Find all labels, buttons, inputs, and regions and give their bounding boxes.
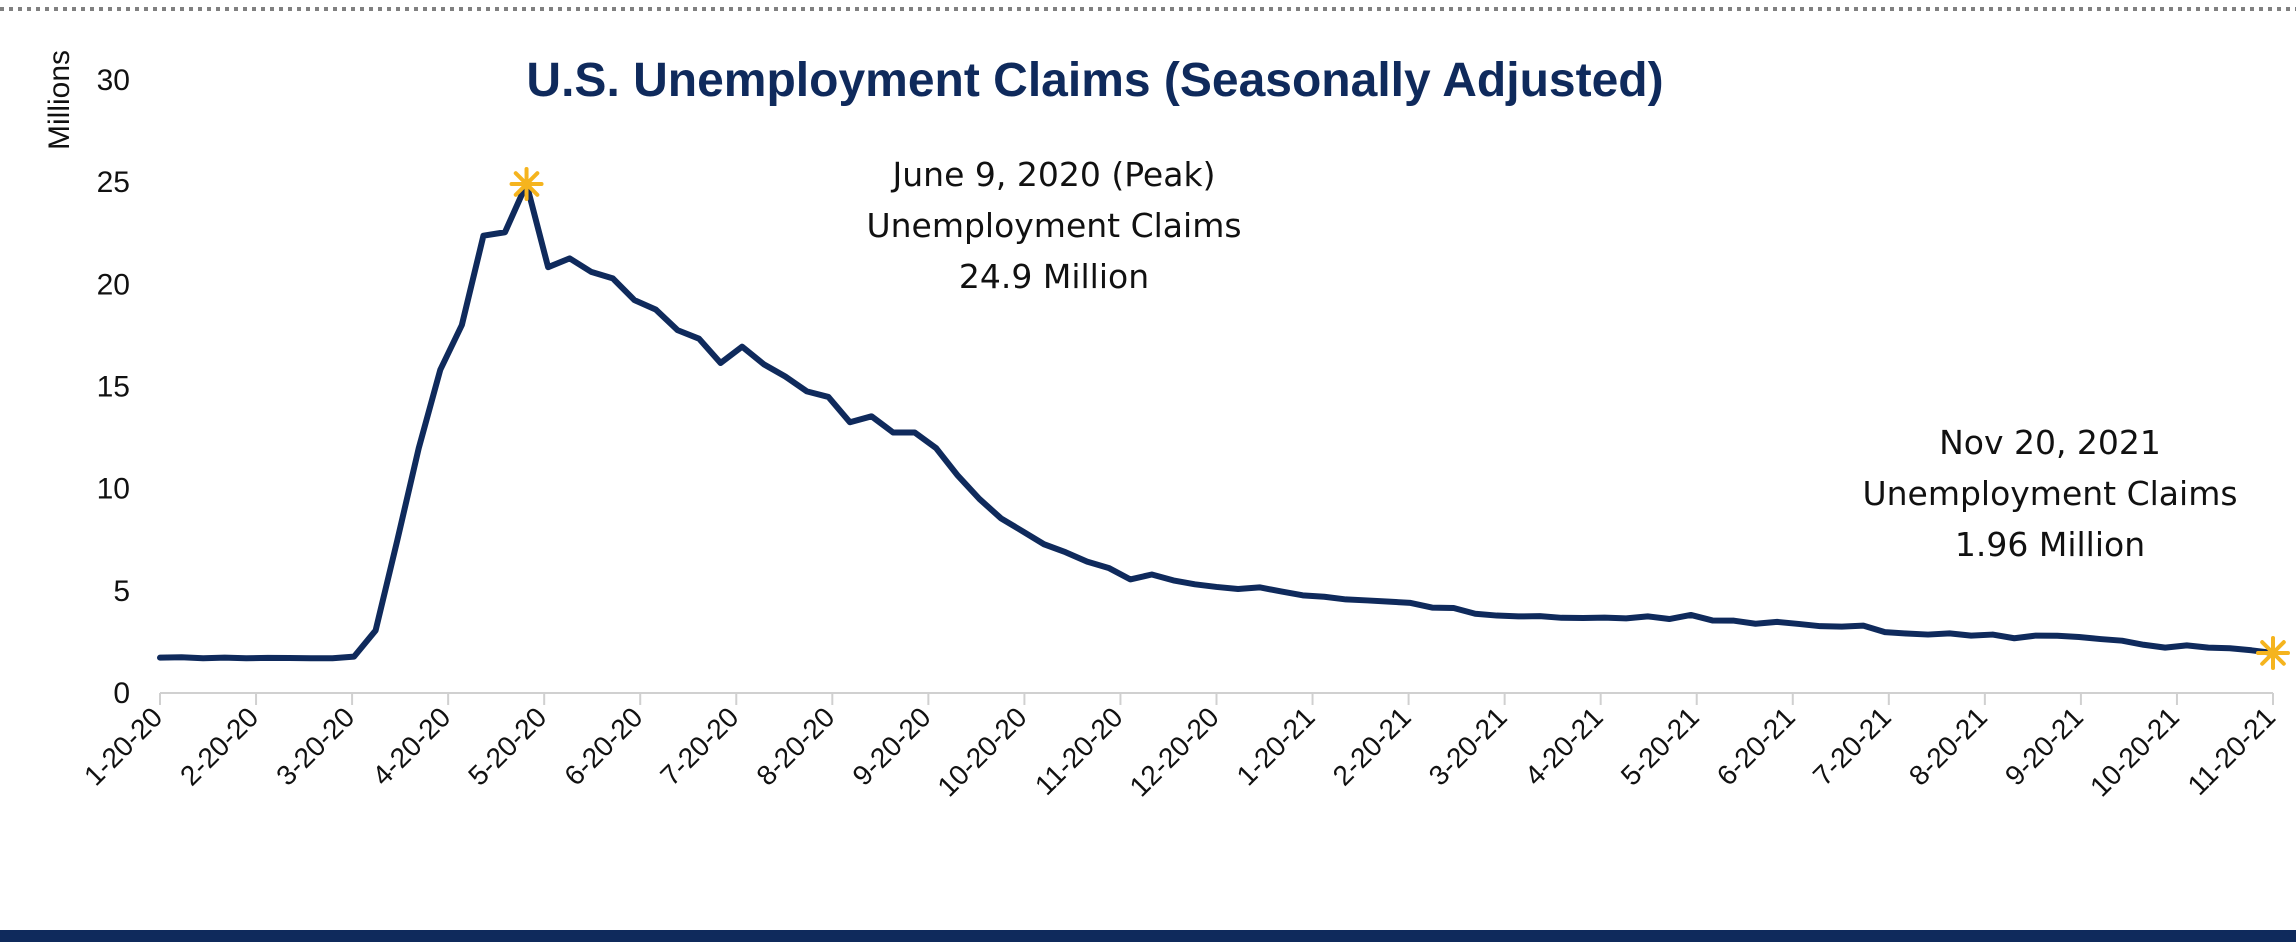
x-tick-label: 9-20-20 bbox=[846, 701, 936, 791]
x-tick-label: 11-20-20 bbox=[1029, 701, 1129, 801]
x-tick-label: 5-20-21 bbox=[1615, 701, 1705, 791]
x-tick-label: 7-20-20 bbox=[654, 701, 744, 791]
x-tick-label: 3-20-21 bbox=[1423, 701, 1513, 791]
x-tick-label: 2-20-20 bbox=[174, 701, 264, 791]
markers bbox=[509, 167, 2290, 670]
x-tick-label: 11-20-21 bbox=[2182, 701, 2282, 801]
x-tick-label: 7-20-21 bbox=[1807, 701, 1897, 791]
annotation-latest-line-1: Nov 20, 2021 bbox=[1939, 423, 2161, 462]
y-axis-ticks: 0 5 10 15 20 25 30 bbox=[97, 64, 130, 710]
y-tick-label: 15 bbox=[97, 371, 130, 404]
x-tick-label: 8-20-20 bbox=[750, 701, 840, 791]
chart-title: U.S. Unemployment Claims (Seasonally Adj… bbox=[526, 54, 1663, 107]
x-tick-label: 1-20-20 bbox=[78, 701, 168, 791]
x-tick-label: 6-20-20 bbox=[558, 701, 648, 791]
x-tick-label: 12-20-20 bbox=[1124, 701, 1225, 802]
x-tick-label: 3-20-20 bbox=[270, 701, 360, 791]
x-axis-ticks: 1-20-20 2-20-20 3-20-20 4-20-20 5-20-20 6-20-… bbox=[78, 693, 2281, 803]
x-tick-label: 10-20-21 bbox=[2084, 701, 2185, 802]
peak-marker bbox=[509, 167, 544, 202]
annotation-peak-line-1: June 9, 2020 (Peak) bbox=[891, 155, 1216, 194]
annotation-peak-line-3: 24.9 Million bbox=[959, 257, 1149, 296]
y-tick-label: 30 bbox=[97, 64, 130, 97]
y-tick-label: 0 bbox=[113, 677, 130, 710]
series-claims bbox=[157, 181, 2276, 662]
annotation-peak-line-2: Unemployment Claims bbox=[866, 206, 1241, 245]
x-tick-label: 10-20-20 bbox=[931, 701, 1032, 802]
annotation-latest-line-2: Unemployment Claims bbox=[1862, 474, 2237, 513]
x-tick-label: 5-20-20 bbox=[462, 701, 552, 791]
x-tick-label: 1-20-21 bbox=[1231, 701, 1321, 791]
annotation-latest: Nov 20, 2021 Unemployment Claims 1.96 Mi… bbox=[1862, 423, 2237, 564]
y-axis-label: Millions bbox=[43, 50, 76, 150]
y-tick-label: 20 bbox=[97, 268, 130, 301]
x-tick-label: 6-20-21 bbox=[1711, 701, 1801, 791]
annotation-peak: June 9, 2020 (Peak) Unemployment Claims … bbox=[866, 155, 1241, 296]
y-tick-label: 25 bbox=[97, 166, 130, 199]
x-tick-label: 4-20-21 bbox=[1519, 701, 1609, 791]
footer-bar bbox=[0, 930, 2296, 942]
annotation-latest-line-3: 1.96 Million bbox=[1955, 525, 2145, 564]
latest-marker bbox=[2256, 635, 2290, 670]
x-tick-label: 8-20-21 bbox=[1903, 701, 1993, 791]
x-tick-label: 4-20-20 bbox=[366, 701, 456, 791]
series-line bbox=[157, 181, 2276, 662]
y-tick-label: 5 bbox=[113, 575, 130, 608]
x-tick-label: 9-20-21 bbox=[1999, 701, 2089, 791]
y-tick-label: 10 bbox=[97, 473, 130, 506]
x-tick-label: 2-20-21 bbox=[1327, 701, 1417, 791]
